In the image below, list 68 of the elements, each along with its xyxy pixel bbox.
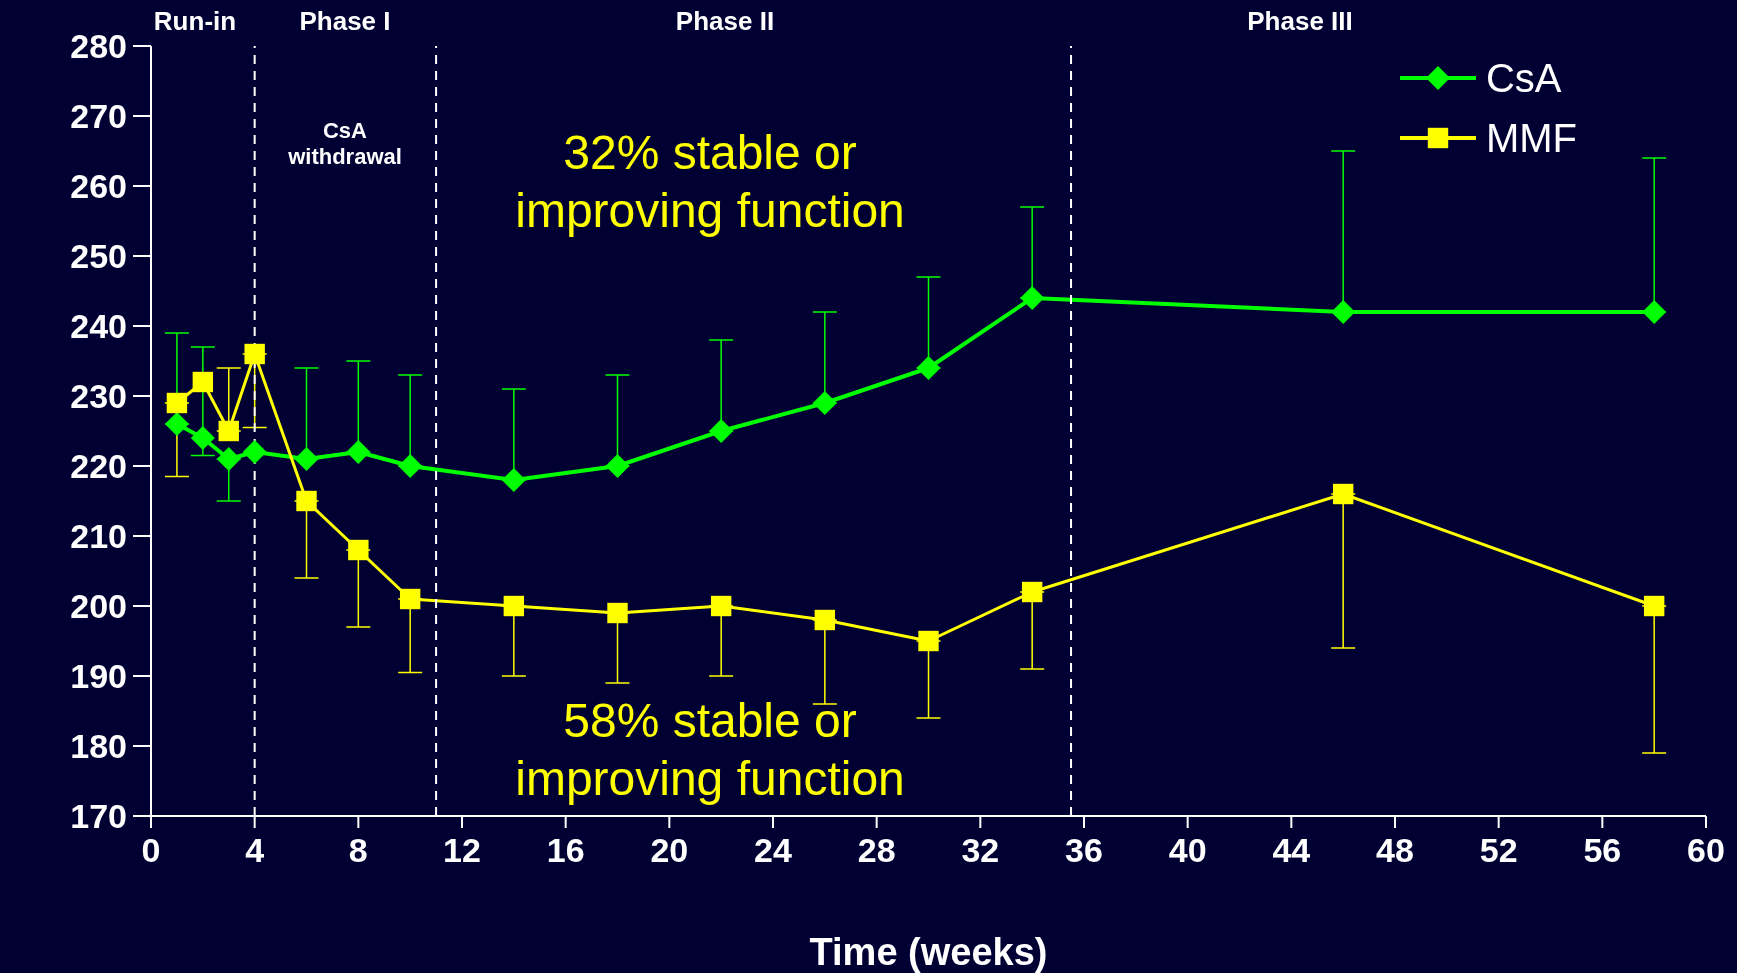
point (1021, 581, 1043, 603)
point (192, 371, 214, 393)
x-tick-label: 20 (650, 831, 689, 870)
point (501, 468, 526, 492)
text: Phase III (1246, 6, 1354, 38)
y-tick-label: 170 (70, 797, 127, 836)
x-tick-label: 4 (245, 831, 265, 870)
x-tick-label: 8 (348, 831, 368, 870)
point (296, 490, 317, 512)
annotation: CsA withdrawal (287, 118, 403, 171)
x-tick-label: 12 (443, 831, 481, 870)
point (398, 454, 423, 478)
x-axis-title: Time (weeks) (809, 931, 1048, 973)
point (1332, 483, 1354, 505)
text: Run-in (152, 6, 238, 38)
point (164, 412, 189, 436)
x-tick-label: 16 (546, 831, 585, 870)
y-tick-label: 210 (70, 517, 127, 556)
x-tick-label: 48 (1376, 831, 1414, 870)
y-tick-label: 260 (70, 167, 127, 206)
point (242, 440, 267, 464)
point (346, 440, 371, 464)
point (190, 426, 215, 450)
x-tick-label: 0 (141, 831, 161, 870)
point (916, 356, 941, 380)
point (1331, 300, 1356, 324)
y-tick-label: 240 (70, 307, 127, 346)
x-tick-label: 52 (1479, 831, 1518, 870)
point (605, 454, 630, 478)
point (1642, 300, 1667, 324)
text: Phase II (674, 6, 776, 38)
y-tick-label: 200 (70, 587, 127, 626)
point (218, 420, 239, 442)
x-tick-label: 36 (1065, 831, 1103, 870)
y-tick-label: 280 (70, 27, 127, 66)
x-tick-label: 32 (961, 831, 1000, 870)
point (918, 630, 939, 652)
legend-label: CsA (1485, 55, 1562, 101)
y-tick-label: 250 (70, 237, 127, 276)
point (166, 392, 188, 414)
point (216, 447, 241, 471)
point (399, 588, 421, 610)
point (348, 539, 369, 561)
y-tick-label: 270 (70, 97, 127, 136)
point (709, 419, 734, 443)
y-tick-label: 180 (70, 727, 127, 766)
point (1643, 595, 1665, 617)
x-tick-label: 60 (1687, 831, 1725, 870)
y-tick-label: 190 (70, 657, 127, 696)
x-tick-label: 40 (1168, 831, 1207, 870)
point (710, 595, 732, 617)
y-tick-label: 220 (70, 447, 127, 486)
point (1020, 286, 1045, 310)
point (607, 602, 628, 624)
point (294, 447, 319, 471)
point (812, 391, 837, 415)
legend-label: MMF (1485, 115, 1577, 161)
annotation: 32% stable or improving function (514, 125, 906, 239)
x-tick-label: 28 (857, 831, 896, 870)
point (503, 595, 525, 617)
x-tick-label: 44 (1272, 831, 1311, 870)
point (814, 609, 836, 631)
x-tick-label: 24 (754, 831, 792, 870)
annotation: 58% stable or improving function (514, 693, 906, 807)
text: Phase I (298, 6, 392, 38)
x-tick-label: 56 (1583, 831, 1622, 870)
y-tick-label: 230 (70, 377, 127, 416)
point (244, 343, 265, 365)
